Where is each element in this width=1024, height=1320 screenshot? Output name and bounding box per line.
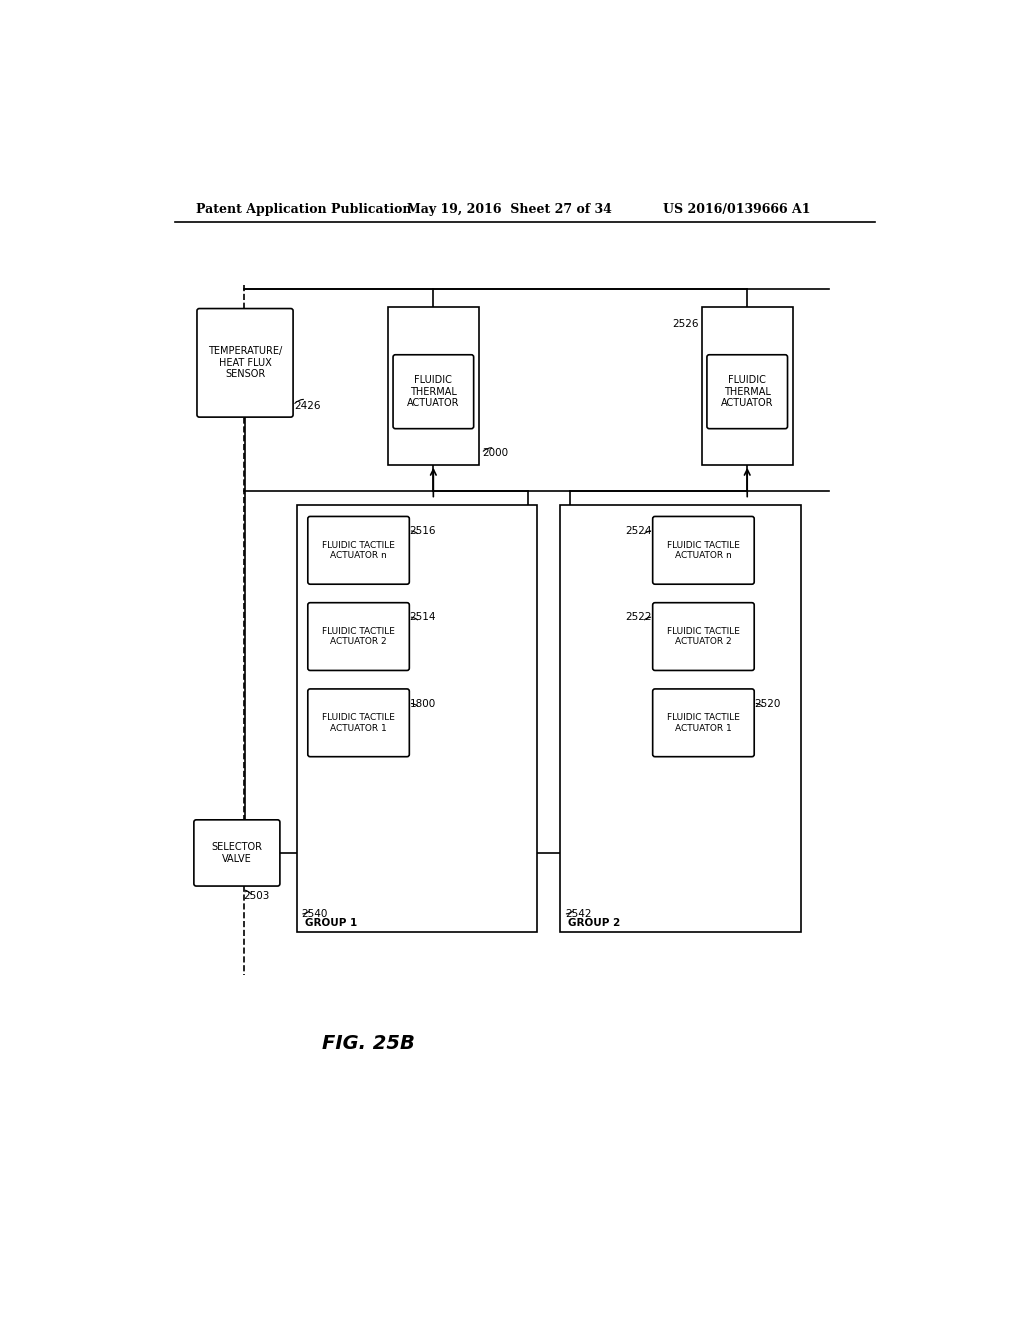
FancyBboxPatch shape bbox=[308, 516, 410, 585]
Text: May 19, 2016  Sheet 27 of 34: May 19, 2016 Sheet 27 of 34 bbox=[407, 203, 612, 215]
Bar bbox=[388, 308, 479, 465]
FancyBboxPatch shape bbox=[308, 689, 410, 756]
Bar bbox=[701, 308, 793, 465]
Text: 2516: 2516 bbox=[410, 527, 436, 536]
Text: 2524: 2524 bbox=[626, 527, 652, 536]
Text: 2526: 2526 bbox=[672, 319, 698, 329]
Text: FLUIDIC TACTILE
ACTUATOR n: FLUIDIC TACTILE ACTUATOR n bbox=[667, 541, 740, 560]
FancyBboxPatch shape bbox=[652, 689, 755, 756]
Text: FLUIDIC TACTILE
ACTUATOR 2: FLUIDIC TACTILE ACTUATOR 2 bbox=[323, 627, 395, 647]
Bar bbox=[297, 506, 538, 932]
Text: GROUP 1: GROUP 1 bbox=[305, 917, 357, 928]
Text: 2540: 2540 bbox=[302, 908, 328, 919]
Text: 2000: 2000 bbox=[482, 449, 508, 458]
FancyBboxPatch shape bbox=[707, 355, 787, 429]
Text: 1800: 1800 bbox=[410, 698, 435, 709]
Text: FIG. 25B: FIG. 25B bbox=[322, 1035, 415, 1053]
Text: FLUIDIC TACTILE
ACTUATOR n: FLUIDIC TACTILE ACTUATOR n bbox=[323, 541, 395, 560]
Text: 2514: 2514 bbox=[410, 612, 436, 622]
FancyBboxPatch shape bbox=[197, 309, 293, 417]
FancyBboxPatch shape bbox=[652, 603, 755, 671]
Text: 2522: 2522 bbox=[626, 612, 652, 622]
Text: FLUIDIC TACTILE
ACTUATOR 1: FLUIDIC TACTILE ACTUATOR 1 bbox=[323, 713, 395, 733]
Text: FLUIDIC
THERMAL
ACTUATOR: FLUIDIC THERMAL ACTUATOR bbox=[721, 375, 773, 408]
Bar bbox=[560, 506, 801, 932]
FancyBboxPatch shape bbox=[393, 355, 474, 429]
Text: GROUP 2: GROUP 2 bbox=[568, 917, 621, 928]
Text: 2542: 2542 bbox=[565, 908, 592, 919]
Text: SELECTOR
VALVE: SELECTOR VALVE bbox=[211, 842, 262, 863]
FancyBboxPatch shape bbox=[308, 603, 410, 671]
Text: FLUIDIC TACTILE
ACTUATOR 1: FLUIDIC TACTILE ACTUATOR 1 bbox=[667, 713, 740, 733]
Text: FLUIDIC TACTILE
ACTUATOR 2: FLUIDIC TACTILE ACTUATOR 2 bbox=[667, 627, 740, 647]
Text: Patent Application Publication: Patent Application Publication bbox=[197, 203, 412, 215]
Text: 2426: 2426 bbox=[294, 400, 321, 411]
Text: US 2016/0139666 A1: US 2016/0139666 A1 bbox=[663, 203, 810, 215]
Text: FLUIDIC
THERMAL
ACTUATOR: FLUIDIC THERMAL ACTUATOR bbox=[408, 375, 460, 408]
FancyBboxPatch shape bbox=[652, 516, 755, 585]
Text: 2520: 2520 bbox=[755, 698, 780, 709]
FancyBboxPatch shape bbox=[194, 820, 280, 886]
Text: 2503: 2503 bbox=[243, 891, 269, 902]
Text: TEMPERATURE/
HEAT FLUX
SENSOR: TEMPERATURE/ HEAT FLUX SENSOR bbox=[208, 346, 283, 379]
